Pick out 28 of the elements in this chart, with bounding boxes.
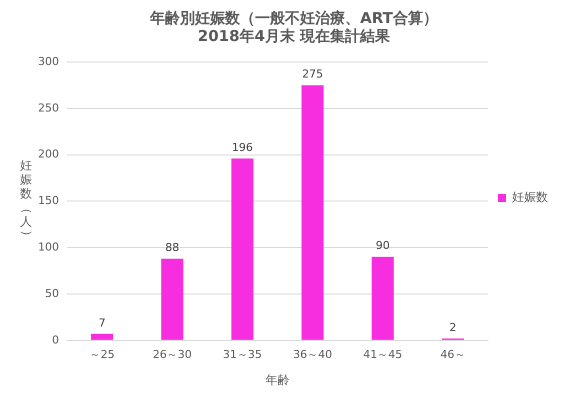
bar: [161, 258, 184, 340]
bar: [231, 158, 254, 340]
data-label: 2: [449, 320, 456, 334]
x-tick-label: 31～35: [222, 348, 262, 361]
data-label: 275: [302, 68, 324, 81]
data-label: 90: [376, 239, 390, 252]
x-tick-label: 41～45: [363, 348, 402, 361]
chart-title: 年齢別妊娠数（一般不妊治療、ART合算） 2018年4月末 現在集計結果: [149, 8, 438, 45]
x-axis-title: 年齢: [266, 372, 290, 387]
x-tick-label: 46～: [440, 348, 466, 361]
y-tick-label: 300: [38, 54, 59, 68]
data-label: 196: [232, 140, 253, 154]
y-tick-label: 200: [38, 148, 59, 161]
bar: [372, 256, 394, 340]
x-tick-label: ～25: [90, 348, 115, 361]
y-tick-label: 150: [38, 194, 59, 208]
y-axis-title: 妊娠数（人）: [20, 158, 34, 242]
data-label: 88: [165, 241, 180, 254]
x-tick-label: 36～40: [293, 348, 332, 361]
data-label: 7: [98, 316, 106, 330]
x-tick-label: 26～30: [152, 348, 192, 361]
y-tick-label: 50: [44, 286, 59, 300]
y-tick-label: 100: [38, 240, 59, 254]
legend-label: 妊娠数: [512, 190, 548, 204]
y-tick-label: 0: [52, 333, 59, 346]
bar: [91, 334, 114, 340]
bar: [302, 85, 324, 340]
y-tick-label: 250: [38, 101, 59, 114]
